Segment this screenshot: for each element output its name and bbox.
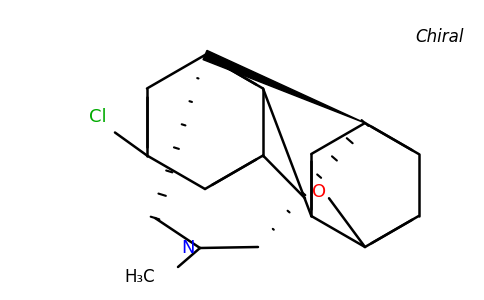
Text: H₃C: H₃C — [124, 268, 155, 286]
Polygon shape — [203, 50, 365, 123]
Text: Chiral: Chiral — [415, 28, 464, 46]
Text: N: N — [182, 239, 195, 257]
Text: Cl: Cl — [90, 109, 107, 127]
Text: O: O — [312, 183, 326, 201]
